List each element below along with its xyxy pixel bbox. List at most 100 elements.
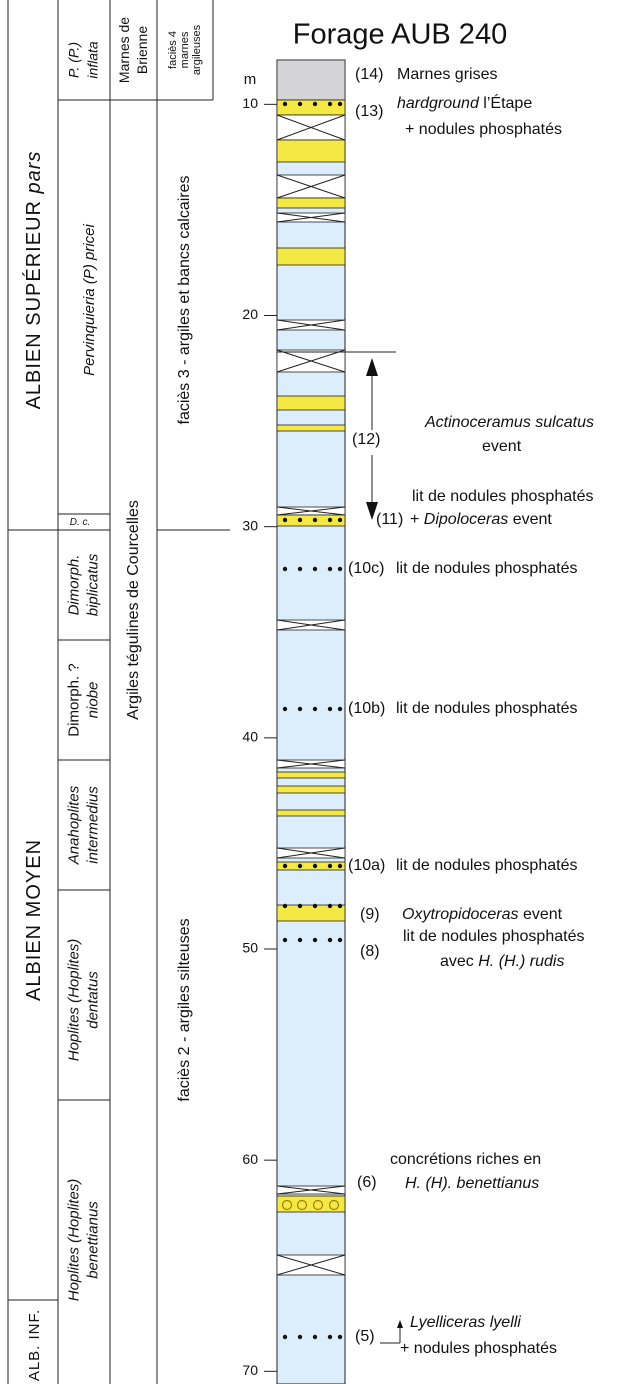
layer [277, 100, 345, 115]
zone-label: biplicatus [84, 553, 101, 616]
text-segment: H. (H.) rudis [478, 953, 564, 970]
nodule [313, 567, 317, 571]
text-segment: pars [23, 151, 45, 195]
text-segment: faciès 2 - argiles silteuses [176, 918, 193, 1101]
annotation-number: (13) [355, 103, 383, 120]
depth-unit: m [244, 71, 257, 88]
text-segment: dentatus [84, 971, 101, 1029]
annotation-text: concrétions riches en [390, 1151, 541, 1168]
text-segment: ALBIEN SUPÉRIEUR [22, 193, 45, 409]
text-segment: argileuses [191, 24, 203, 75]
zone-label: inflata [84, 41, 100, 79]
annotation-number: (10b) [348, 700, 385, 717]
text-segment: lit de nodules phosphatés [412, 488, 593, 505]
nodule [313, 864, 317, 868]
formation-label: Brienne [134, 26, 150, 74]
nodule [313, 1335, 317, 1339]
layer [277, 60, 345, 100]
annotation-text: hardground l’Étape [397, 93, 532, 112]
zone-label: benettianus [84, 1201, 101, 1279]
annotation-number: (10a) [348, 857, 385, 874]
nodule [338, 567, 342, 571]
text-segment: Marnes de [116, 17, 132, 83]
nodule [338, 864, 342, 868]
text-segment: Argiles tégulines de Courcelles [125, 500, 142, 720]
annotation-text: Actinoceramus sulcatus [424, 414, 594, 431]
nodule [283, 864, 287, 868]
text-segment: H. (H). benettianus [405, 1175, 539, 1192]
text-segment: ALBIEN MOYEN [23, 839, 45, 1001]
annotation-number: (12) [352, 431, 380, 448]
text-segment: l’Étape [479, 93, 532, 112]
zone-label: Anahoplites [65, 785, 82, 865]
text-segment: biplicatus [84, 553, 101, 616]
lithology-column [277, 60, 345, 1384]
nodule [338, 938, 342, 942]
layer [277, 515, 345, 526]
text-segment: + nodules phosphatés [405, 121, 562, 138]
layer [277, 198, 345, 208]
nodule [283, 567, 287, 571]
depth-tick-label: 40 [242, 729, 258, 745]
nodule [313, 904, 317, 908]
text-segment: D. c. [70, 517, 91, 528]
annotation-text: Marnes grises [397, 66, 497, 83]
text-segment: Hoplites (Hoplites) [65, 939, 82, 1062]
text-segment: niobe [84, 682, 101, 719]
nodule [313, 938, 317, 942]
stage-label: ALBIEN MOYEN [23, 839, 45, 1001]
text-segment: concrétions riches en [390, 1151, 541, 1168]
zone-label: Hoplites (Hoplites) [65, 1179, 82, 1302]
nodule [313, 102, 317, 106]
nodule [298, 864, 302, 868]
nodule [298, 904, 302, 908]
facies-label: faciès 2 - argiles silteuses [176, 918, 193, 1101]
nodule [338, 1335, 342, 1339]
nodule [328, 518, 332, 522]
nodule [298, 707, 302, 711]
stage-label: ALB. INF. [26, 1309, 43, 1381]
annotation-text: lit de nodules phosphatés [412, 488, 593, 505]
annotation-number: (11) [376, 511, 403, 528]
text-segment: Pervinquieria (P) pricei [81, 223, 98, 375]
text-segment: event [482, 438, 522, 455]
annotation-text: Oxytropidoceras event [402, 906, 563, 923]
facies-label: faciès 3 - argiles et bancs calcaires [176, 176, 193, 425]
stage-label: ALBIEN SUPÉRIEUR pars [22, 151, 45, 410]
nodule [298, 518, 302, 522]
formation-label: Argiles tégulines de Courcelles [125, 500, 142, 720]
text-segment: event [508, 511, 552, 528]
nodule [283, 518, 287, 522]
text-segment: benettianus [84, 1201, 101, 1279]
layer [277, 140, 345, 162]
nodule [328, 1335, 332, 1339]
text-segment: lit de nodules phosphatés [396, 560, 577, 577]
zone-label: dentatus [84, 971, 101, 1029]
nodule [283, 938, 287, 942]
facies-label: faciès 4 [167, 31, 179, 69]
text-segment: Brienne [134, 26, 150, 74]
annotation-text: + nodules phosphatés [405, 121, 562, 138]
layer [277, 772, 345, 778]
text-segment: faciès 4 [167, 31, 179, 69]
text-segment: + nodules phosphatés [400, 1340, 557, 1357]
depth-tick-label: 70 [242, 1362, 258, 1378]
text-segment: Dimorph. [65, 555, 82, 616]
layer [277, 786, 345, 793]
zone-label: Pervinquieria (P) pricei [81, 223, 98, 375]
annotation-text: avec H. (H.) rudis [440, 953, 564, 970]
layer [277, 248, 345, 265]
depth-tick-label: 20 [242, 306, 258, 322]
nodule [283, 102, 287, 106]
depth-tick-label: 60 [242, 1151, 258, 1167]
text-segment: marnes [179, 31, 191, 68]
text-segment: Lyelliceras lyelli [410, 1314, 521, 1331]
nodule [298, 102, 302, 106]
nodule [283, 904, 287, 908]
nodule [328, 567, 332, 571]
nodule [283, 1335, 287, 1339]
text-segment: ALB. INF. [26, 1309, 43, 1381]
annotation-text: H. (H). benettianus [405, 1175, 539, 1192]
text-segment: Dipoloceras [424, 511, 508, 528]
text-segment: Hoplites (Hoplites) [65, 1179, 82, 1302]
